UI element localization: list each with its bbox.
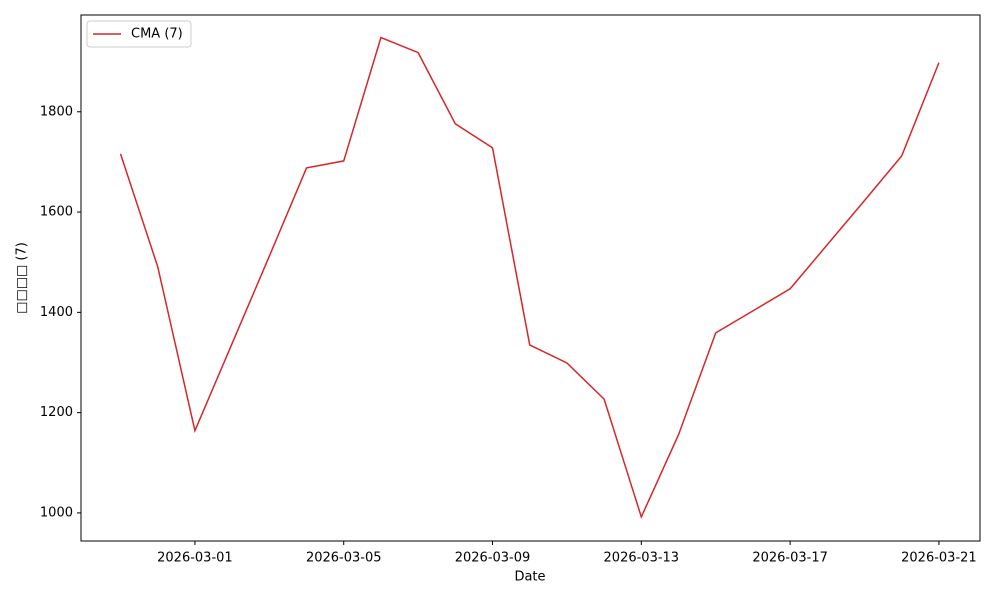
x-tick-label: 2026-03-17 xyxy=(752,551,828,566)
y-axis-label: □□□□ (7) xyxy=(15,242,30,314)
x-axis-label: Date xyxy=(514,570,545,585)
line-series xyxy=(119,36,940,520)
y-tick-label: 1400 xyxy=(40,305,73,320)
y-tick-label: 1800 xyxy=(40,104,73,119)
x-tick-label: 2026-03-13 xyxy=(604,551,680,566)
legend-label: CMA (7) xyxy=(131,27,183,42)
x-tick-label: 2026-03-05 xyxy=(306,551,382,566)
legend-box xyxy=(86,20,192,48)
y-tick-label: 1000 xyxy=(40,505,73,520)
y-tick-label: 1600 xyxy=(40,205,73,220)
x-tick-label: 2026-03-21 xyxy=(901,551,977,566)
x-tick-label: 2026-03-01 xyxy=(157,551,233,566)
legend: CMA (7) xyxy=(86,20,192,48)
x-tick-label: 2026-03-09 xyxy=(455,551,531,566)
plot-frame xyxy=(80,14,981,542)
y-tick-label: 1200 xyxy=(40,405,73,420)
